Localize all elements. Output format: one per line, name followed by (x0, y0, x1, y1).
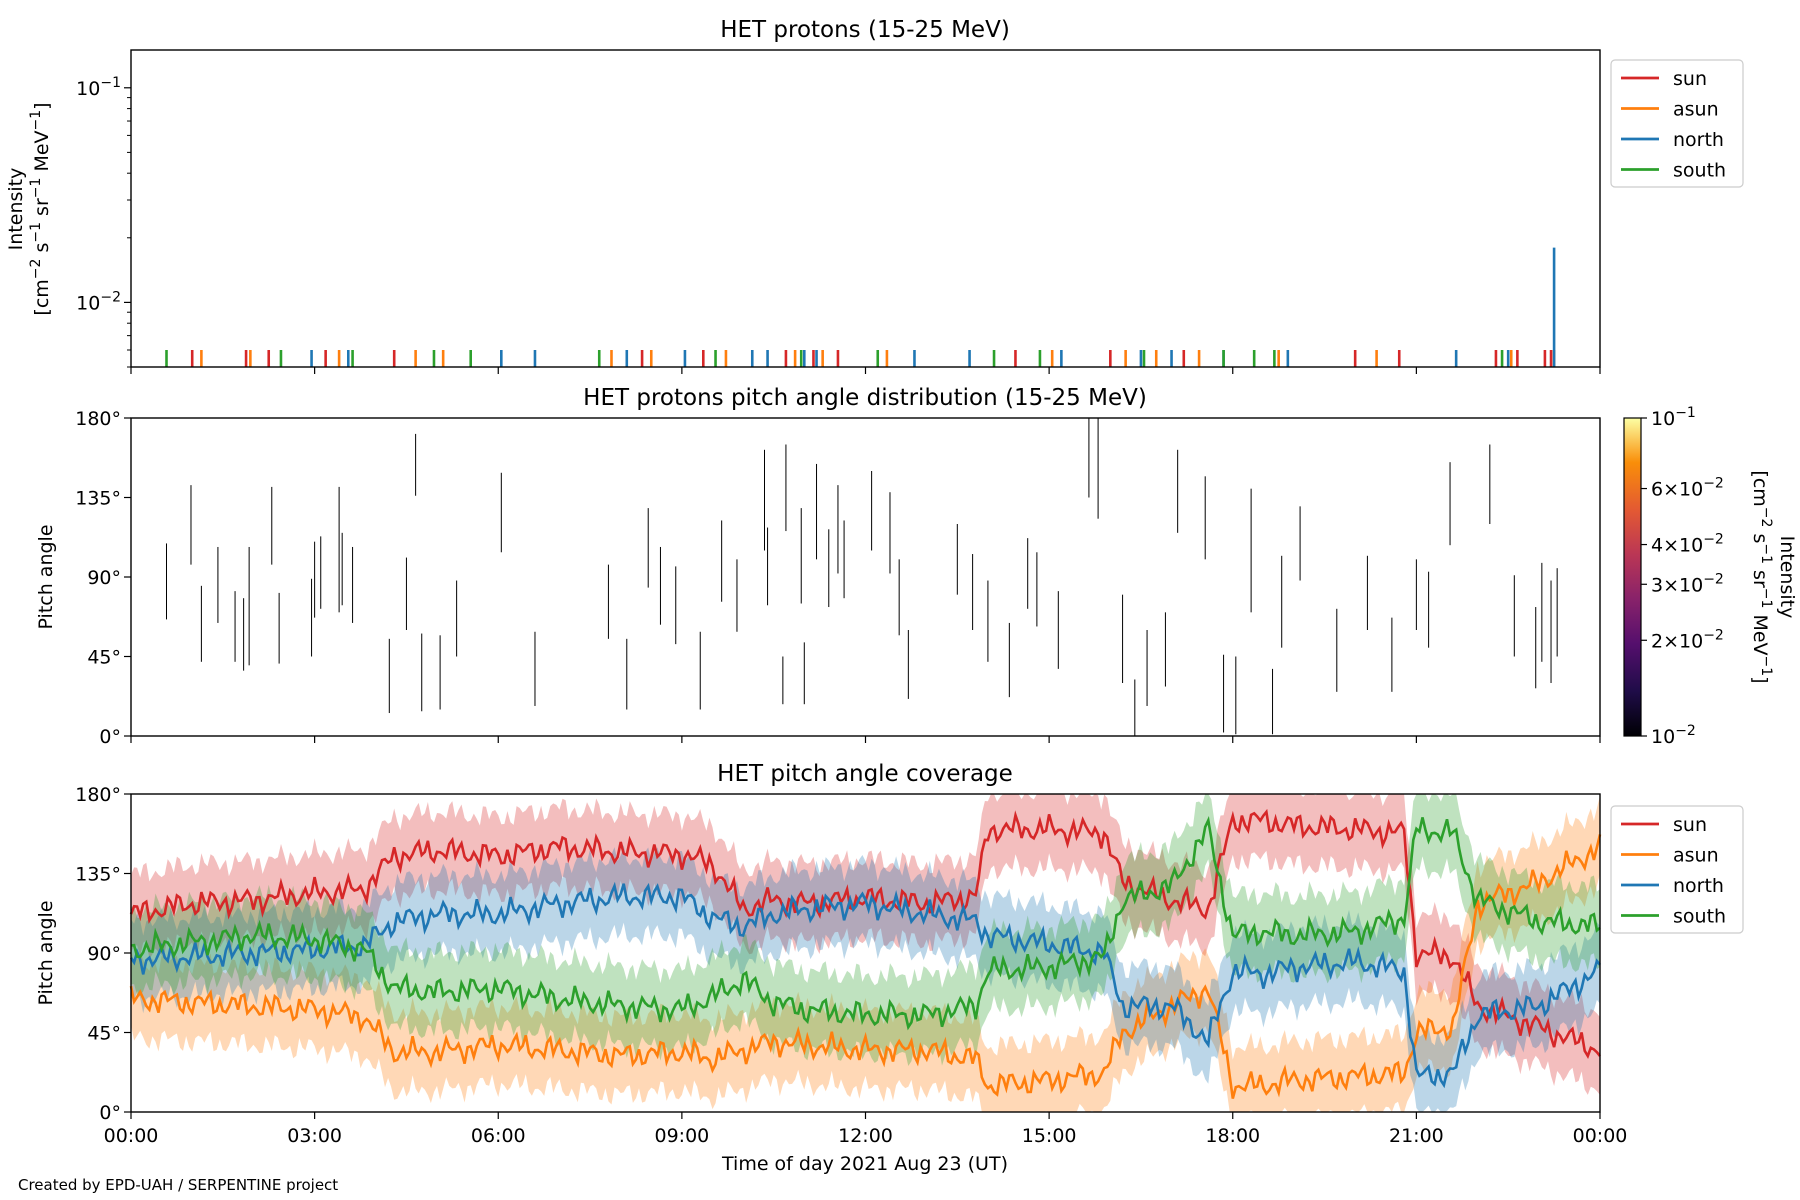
credit-text: Created by EPD-UAH / SERPENTINE project (18, 1176, 339, 1194)
legend-label-sun: sun (1673, 68, 1707, 90)
coverage-band-sun (131, 794, 1600, 1095)
y-tick-label: 90° (87, 943, 121, 965)
y-axis-label: Intensity (5, 168, 27, 251)
panel-title: HET protons pitch angle distribution (15… (583, 385, 1147, 411)
x-tick-label: 21:00 (1389, 1125, 1444, 1147)
y-tick-label: 0° (99, 726, 121, 748)
intensity-legend: sun asun north south (1610, 59, 1744, 188)
legend-label-asun: asun (1673, 99, 1719, 121)
y-tick-label: 10−2 (76, 289, 121, 314)
colorbar-scale (1623, 417, 1642, 737)
coverage-line-south (130, 815, 1601, 1031)
y-tick-label: 45° (87, 1023, 121, 1045)
x-tick-label: 00:00 (104, 1125, 159, 1147)
pad-axes (130, 417, 1601, 737)
x-tick-label: 06:00 (471, 1125, 526, 1147)
colorbar-tick-label: 3×10−2 (1651, 571, 1724, 596)
intensity-panel: 10−2 10−1 HET protons (15-25 MeV) Intensity… (5, 17, 1744, 374)
legend-label-asun: asun (1673, 845, 1719, 867)
x-tick-label: 09:00 (654, 1125, 709, 1147)
x-tick-label: 12:00 (838, 1125, 893, 1147)
intensity-axes (130, 49, 1601, 368)
legend-label-south: south (1673, 160, 1726, 182)
y-axis-label: Pitch angle (35, 900, 57, 1005)
y-tick-label: 180° (75, 408, 121, 430)
y-tick-label: 135° (75, 864, 121, 886)
y-tick-label: 135° (75, 488, 121, 510)
pitch-angle-coverage-panel: 0° 45° 90° 135° 180° 00:00 03:00 06:00 09:00 12:0… (35, 761, 1744, 1175)
legend-label-north: north (1673, 129, 1724, 151)
colorbar-units: [cm−2 s−1 sr−1 MeV−1] (1749, 470, 1774, 683)
x-tick-label: 03:00 (287, 1125, 342, 1147)
coverage-line-asun (129, 834, 1602, 1099)
y-axis-label: Pitch angle (35, 524, 57, 629)
x-axis-label: Time of day 2021 Aug 23 (UT) (721, 1153, 1008, 1175)
colorbar-tick-label: 2×10−2 (1651, 627, 1724, 652)
panel-title: HET protons (15-25 MeV) (720, 17, 1010, 43)
coverage-band-south (131, 794, 1600, 1066)
colorbar-tick-label: 10−1 (1651, 405, 1696, 430)
coverage-band-asun (131, 795, 1600, 1112)
y-tick-label: 45° (87, 647, 121, 669)
legend-box (1610, 59, 1744, 188)
legend-label-north: north (1673, 875, 1724, 897)
colorbar-tick-label: 6×10−2 (1651, 476, 1724, 501)
legend-label-sun: sun (1673, 814, 1707, 836)
legend-label-south: south (1673, 906, 1726, 928)
colorbar-tick-label: 10−2 (1651, 723, 1696, 748)
colorbar-label: Intensity (1776, 536, 1798, 619)
coverage-line-north (129, 881, 1602, 1089)
coverage-band-north (131, 844, 1600, 1112)
x-tick-label: 18:00 (1205, 1125, 1260, 1147)
x-tick-label: 00:00 (1573, 1125, 1628, 1147)
y-tick-label: 180° (75, 784, 121, 806)
y-tick-label: 10−1 (76, 75, 121, 100)
coverage-legend: sun asun north south (1610, 805, 1744, 934)
legend-box (1610, 805, 1744, 934)
panel-title: HET pitch angle coverage (717, 761, 1013, 787)
pitch-angle-distribution-panel: 0° 45° 90° 135° 180° HET protons pitch angle … (35, 385, 1601, 748)
y-tick-label: 0° (99, 1102, 121, 1124)
y-axis-units: [cm−2 s−1 sr−1 MeV−1] (28, 102, 53, 315)
y-tick-label: 90° (87, 567, 121, 589)
colorbar-tick-label: 4×10−2 (1651, 532, 1724, 557)
x-tick-label: 15:00 (1022, 1125, 1077, 1147)
colorbar: 10−2 2×10−2 3×10−2 4×10−2 6×10−2 10−1 Intensit… (1623, 405, 1798, 748)
